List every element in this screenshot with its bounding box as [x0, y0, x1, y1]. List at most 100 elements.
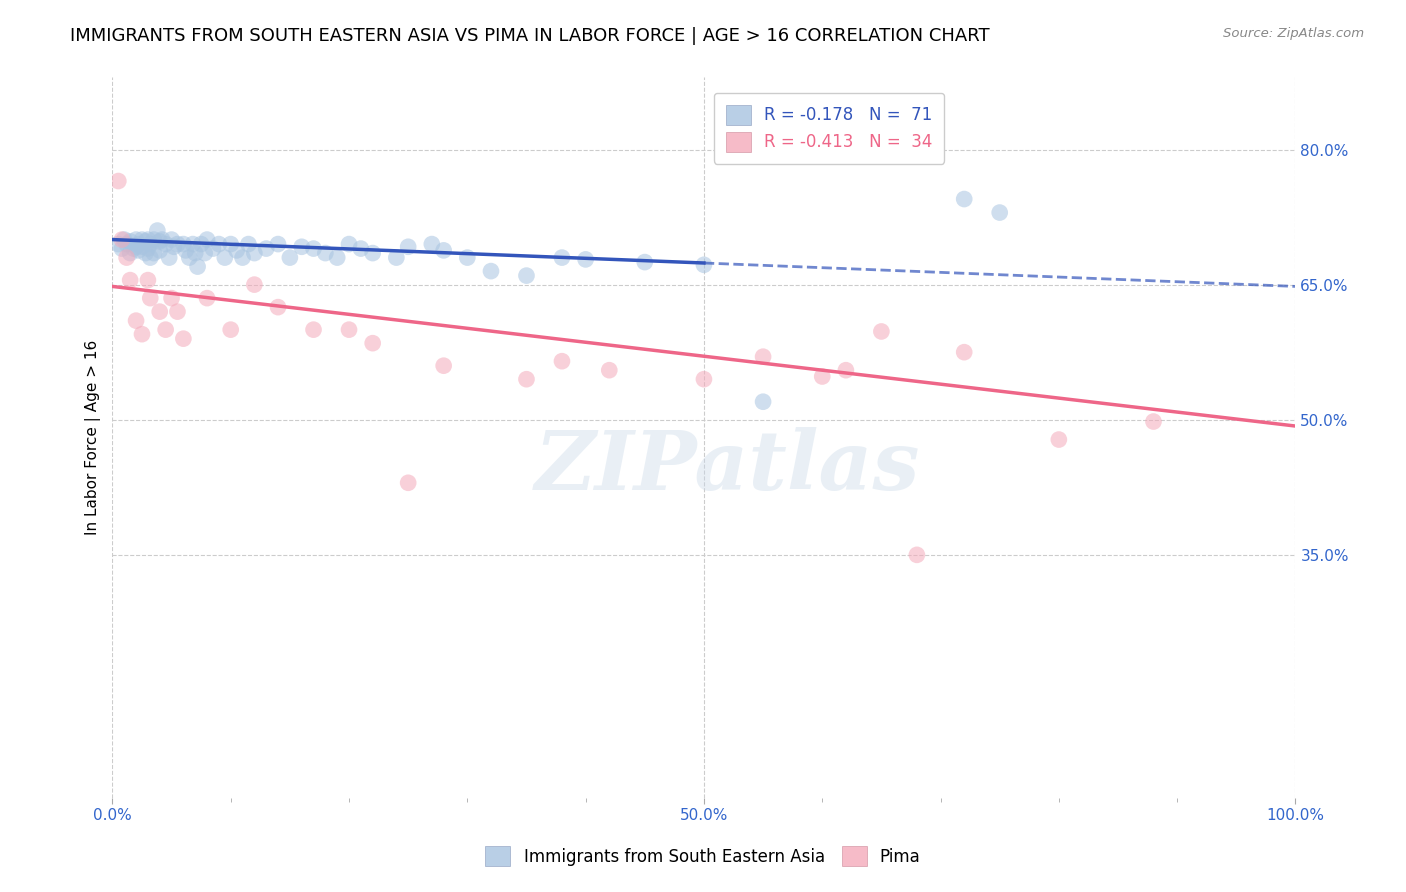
- Point: [135, 235, 157, 249]
- Text: Source: ZipAtlas.com: Source: ZipAtlas.com: [1223, 27, 1364, 40]
- Point: [111, 242, 134, 256]
- Point: [302, 323, 325, 337]
- Legend: Immigrants from South Eastern Asia, Pima: Immigrants from South Eastern Asia, Pima: [477, 838, 929, 875]
- Point: [433, 244, 456, 258]
- Point: [160, 233, 183, 247]
- Point: [575, 252, 598, 267]
- Point: [988, 205, 1011, 219]
- Point: [127, 244, 149, 258]
- Point: [693, 372, 716, 386]
- Point: [136, 273, 159, 287]
- Point: [166, 304, 188, 318]
- Point: [157, 251, 180, 265]
- Point: [115, 251, 138, 265]
- Point: [551, 354, 574, 368]
- Point: [120, 235, 142, 249]
- Point: [139, 251, 162, 265]
- Point: [160, 291, 183, 305]
- Point: [225, 244, 247, 258]
- Point: [125, 233, 148, 247]
- Text: ZIPatlas: ZIPatlas: [534, 426, 921, 507]
- Point: [243, 246, 266, 260]
- Point: [179, 251, 201, 265]
- Point: [174, 244, 197, 258]
- Point: [194, 246, 217, 260]
- Point: [187, 260, 209, 274]
- Point: [953, 345, 976, 359]
- Point: [125, 240, 148, 254]
- Point: [150, 233, 173, 247]
- Point: [139, 291, 162, 305]
- Point: [111, 233, 134, 247]
- Point: [184, 246, 207, 260]
- Point: [155, 237, 177, 252]
- Point: [149, 304, 172, 318]
- Point: [243, 277, 266, 292]
- Point: [337, 237, 360, 252]
- Point: [905, 548, 928, 562]
- Point: [953, 192, 976, 206]
- Point: [131, 240, 153, 254]
- Point: [396, 475, 419, 490]
- Point: [120, 246, 142, 260]
- Point: [238, 237, 260, 252]
- Point: [752, 394, 775, 409]
- Point: [232, 251, 254, 265]
- Point: [142, 246, 165, 260]
- Point: [350, 242, 373, 256]
- Point: [219, 323, 242, 337]
- Point: [214, 251, 236, 265]
- Point: [155, 323, 177, 337]
- Point: [361, 336, 384, 351]
- Point: [870, 325, 893, 339]
- Point: [515, 372, 537, 386]
- Point: [139, 237, 162, 252]
- Point: [835, 363, 858, 377]
- Point: [142, 233, 165, 247]
- Point: [326, 251, 349, 265]
- Point: [127, 237, 149, 252]
- Text: IMMIGRANTS FROM SOUTH EASTERN ASIA VS PIMA IN LABOR FORCE | AGE > 16 CORRELATION: IMMIGRANTS FROM SOUTH EASTERN ASIA VS PI…: [70, 27, 990, 45]
- Point: [172, 332, 194, 346]
- Point: [515, 268, 537, 283]
- Point: [149, 244, 172, 258]
- Point: [420, 237, 443, 252]
- Point: [433, 359, 456, 373]
- Point: [122, 242, 145, 256]
- Point: [136, 242, 159, 256]
- Point: [1047, 433, 1070, 447]
- Point: [551, 251, 574, 265]
- Point: [135, 246, 157, 260]
- Point: [385, 251, 408, 265]
- Point: [278, 251, 301, 265]
- Point: [125, 313, 148, 327]
- Point: [302, 242, 325, 256]
- Point: [115, 237, 138, 252]
- Point: [314, 246, 336, 260]
- Point: [190, 237, 212, 252]
- Point: [136, 233, 159, 247]
- Point: [456, 251, 478, 265]
- Point: [254, 242, 277, 256]
- Point: [634, 255, 657, 269]
- Y-axis label: In Labor Force | Age > 16: In Labor Force | Age > 16: [86, 340, 101, 535]
- Point: [131, 327, 153, 342]
- Point: [1142, 415, 1164, 429]
- Point: [195, 291, 218, 305]
- Point: [149, 235, 172, 249]
- Point: [107, 237, 129, 252]
- Point: [598, 363, 620, 377]
- Point: [120, 273, 142, 287]
- Point: [208, 237, 231, 252]
- Point: [181, 237, 204, 252]
- Point: [146, 223, 169, 237]
- Point: [172, 237, 194, 252]
- Point: [166, 237, 188, 252]
- Point: [219, 237, 242, 252]
- Point: [291, 240, 314, 254]
- Point: [112, 233, 135, 247]
- Point: [693, 258, 716, 272]
- Legend: R = -0.178   N =  71, R = -0.413   N =  34: R = -0.178 N = 71, R = -0.413 N = 34: [714, 93, 943, 163]
- Point: [163, 240, 186, 254]
- Point: [267, 300, 290, 314]
